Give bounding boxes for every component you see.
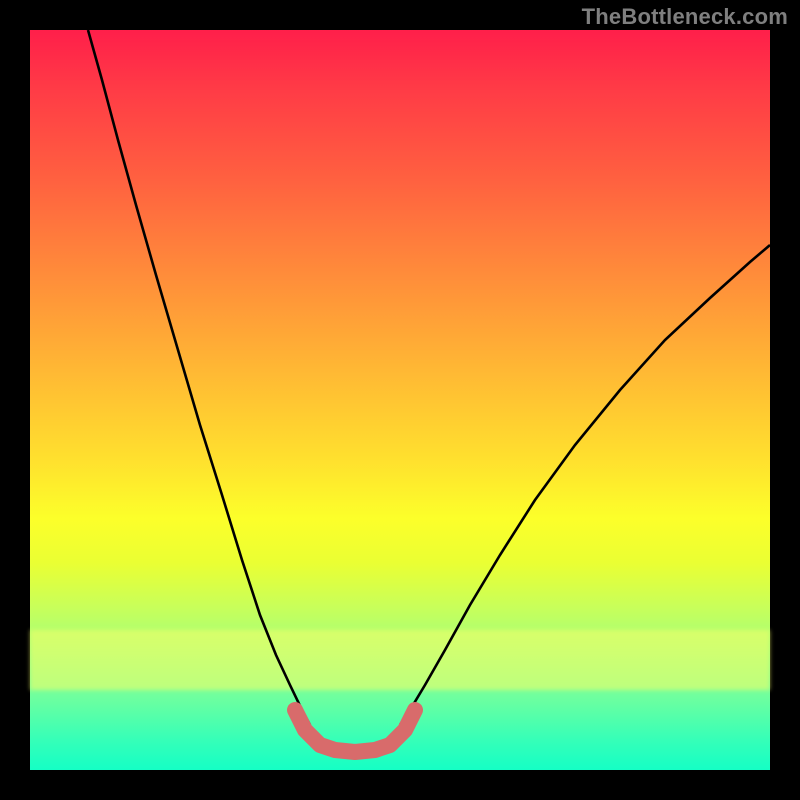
- curve-left: [88, 30, 310, 725]
- chart-frame: TheBottleneck.com: [0, 0, 800, 800]
- curve-layer: [30, 30, 770, 770]
- watermark-label: TheBottleneck.com: [582, 4, 788, 30]
- bottom-bracket: [295, 710, 415, 752]
- curve-right: [400, 245, 770, 725]
- plot-area: [30, 30, 770, 770]
